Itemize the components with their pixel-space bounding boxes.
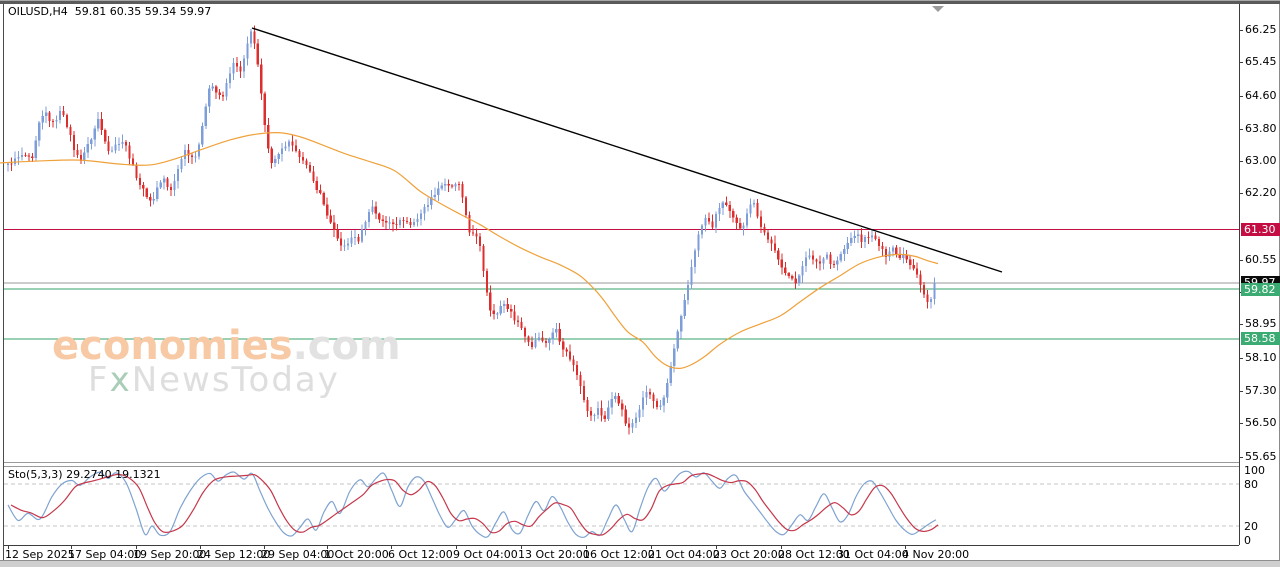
price-tick-mark	[1239, 423, 1243, 424]
watermark-tagline-f: F	[88, 360, 110, 400]
price-tick-mark	[1239, 457, 1243, 458]
stochastic-indicator-label: Sto(5,3,3) 29.2740 19.1321	[8, 468, 161, 481]
price-tick-label: 64.60	[1245, 89, 1277, 102]
price-tick-label: 58.95	[1245, 317, 1277, 330]
time-tick-mark	[456, 545, 457, 549]
price-tick-label: 58.10	[1245, 351, 1277, 364]
price-tick-mark	[1239, 260, 1243, 261]
time-tick-mark	[716, 545, 717, 549]
stoch-axis-label: 100	[1244, 464, 1265, 477]
price-tick-label: 57.30	[1245, 384, 1277, 397]
price-tick-mark	[1239, 96, 1243, 97]
price-tick-mark	[1239, 358, 1243, 359]
time-axis-label: 17 Sep 04:00	[68, 548, 142, 561]
pane-splitter-bottom[interactable]	[4, 466, 1239, 467]
price-tick-mark	[1239, 30, 1243, 31]
time-axis-label: 28 Oct 12:00	[778, 548, 850, 561]
stoch-axis-label: 80	[1244, 478, 1258, 491]
price-tick-mark	[1239, 324, 1243, 325]
price-label-box-61.30: 61.30	[1241, 223, 1280, 236]
window-border-top	[0, 0, 1280, 1]
window-border-bottom-band	[0, 561, 1280, 567]
time-tick-mark	[136, 545, 137, 549]
price-tick-mark	[1239, 193, 1243, 194]
stochastic-pane-bottom-border	[4, 545, 1239, 546]
price-tick-label: 63.00	[1245, 154, 1277, 167]
time-tick-mark	[651, 545, 652, 549]
chart-shift-marker-icon[interactable]	[932, 6, 944, 12]
watermark-brand-line: economies.com	[52, 326, 401, 366]
time-tick-mark	[840, 545, 841, 549]
time-axis-label: 9 Oct 04:00	[453, 548, 518, 561]
time-tick-mark	[200, 545, 201, 549]
price-tick-mark	[1239, 129, 1243, 130]
time-axis-label: 19 Sep 20:00	[133, 548, 207, 561]
watermark-fx-icon: x	[109, 360, 132, 400]
price-tick-label: 60.55	[1245, 253, 1277, 266]
price-axis-separator	[1239, 4, 1240, 545]
time-axis-label: 23 Oct 20:00	[713, 548, 785, 561]
time-axis-label: 13 Oct 20:00	[518, 548, 590, 561]
time-tick-mark	[8, 545, 9, 549]
stoch-signal-line	[10, 472, 939, 536]
time-axis-label: 16 Oct 12:00	[583, 548, 655, 561]
candlestick-series	[6, 25, 936, 435]
time-axis-label: 31 Oct 04:00	[837, 548, 909, 561]
time-tick-mark	[905, 545, 906, 549]
time-tick-mark	[586, 545, 587, 549]
time-tick-mark	[781, 545, 782, 549]
time-axis-label: 6 Oct 12:00	[388, 548, 453, 561]
watermark-tagline: FxNewsToday	[88, 363, 401, 397]
price-tick-mark	[1239, 161, 1243, 162]
stochastic-pane-canvas[interactable]	[0, 466, 1240, 546]
time-tick-mark	[391, 545, 392, 549]
price-tick-label: 65.45	[1245, 55, 1277, 68]
time-tick-mark	[264, 545, 265, 549]
pane-splitter-top[interactable]	[4, 462, 1239, 463]
window-border-bottom	[0, 560, 1280, 561]
window-border-top-shadow	[0, 1, 1280, 4]
time-axis-label: 21 Oct 04:00	[648, 548, 720, 561]
time-axis-label: 29 Sep 04:00	[261, 548, 335, 561]
price-tick-label: 63.80	[1245, 122, 1277, 135]
time-axis-label: 24 Sep 12:00	[197, 548, 271, 561]
time-tick-mark	[71, 545, 72, 549]
price-tick-label: 56.50	[1245, 416, 1277, 429]
watermark: economies.com FxNewsToday	[52, 326, 401, 397]
time-tick-mark	[327, 545, 328, 549]
descending-trendline[interactable]	[251, 27, 1003, 273]
watermark-tagline-rest: NewsToday	[131, 360, 340, 400]
stoch-axis-label: 0	[1244, 534, 1251, 547]
window-border-left	[3, 4, 4, 560]
price-pane-canvas[interactable]	[0, 0, 1240, 462]
chart-title-ohlc: OILUSD,H4 59.81 60.35 59.34 59.97	[8, 5, 212, 18]
stoch-main-line	[7, 470, 937, 538]
price-tick-label: 55.65	[1245, 450, 1277, 463]
stoch-axis-label: 20	[1244, 520, 1258, 533]
time-tick-mark	[521, 545, 522, 549]
time-axis-label: 1 Oct 20:00	[324, 548, 389, 561]
price-label-box-59.82: 59.82	[1241, 283, 1280, 296]
price-label-box-58.58: 58.58	[1241, 332, 1280, 345]
watermark-brand-suffix: .com	[292, 323, 401, 369]
time-axis-label: 12 Sep 2025	[5, 548, 75, 561]
price-tick-label: 66.25	[1245, 23, 1277, 36]
moving-average-line[interactable]	[0, 132, 939, 369]
time-axis-label: 4 Nov 20:00	[902, 548, 970, 561]
price-tick-mark	[1239, 62, 1243, 63]
price-tick-mark	[1239, 391, 1243, 392]
price-tick-label: 62.20	[1245, 186, 1277, 199]
watermark-brand-text: economies	[52, 323, 293, 369]
